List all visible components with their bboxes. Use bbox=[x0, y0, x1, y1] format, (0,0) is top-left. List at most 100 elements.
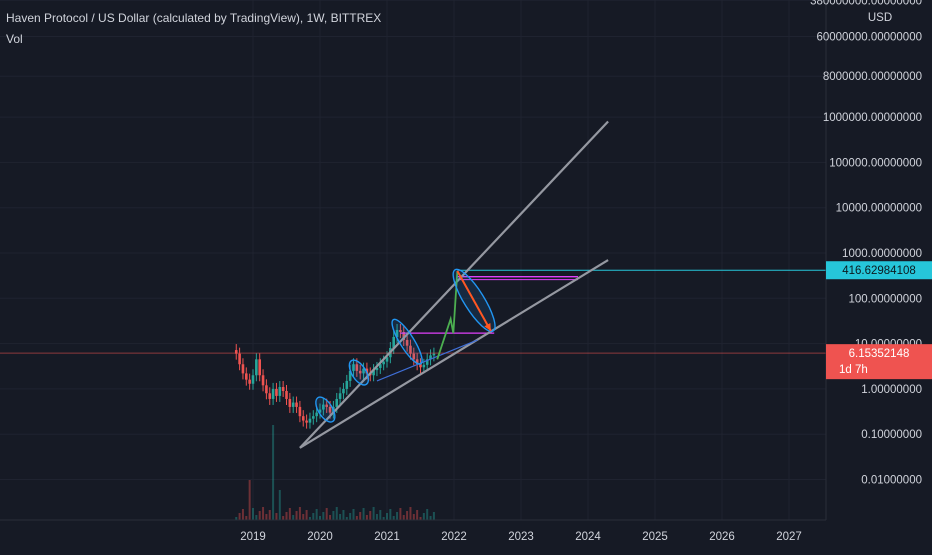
x-tick-label: 2020 bbox=[307, 531, 333, 543]
candle-body bbox=[402, 332, 406, 341]
volume-bar bbox=[295, 511, 298, 520]
candle-body bbox=[429, 355, 432, 360]
volume-bar bbox=[392, 516, 395, 520]
candle-body bbox=[375, 367, 379, 371]
volume-bar bbox=[268, 510, 271, 520]
candle-body bbox=[419, 364, 422, 368]
candle-body bbox=[238, 353, 241, 365]
volume-bar bbox=[285, 512, 288, 520]
volume-bar bbox=[245, 516, 248, 520]
volume-bar bbox=[252, 508, 254, 520]
price-marker-countdown: 1d 7h bbox=[839, 364, 868, 376]
volume-bar bbox=[282, 516, 285, 520]
candle-body bbox=[385, 357, 389, 362]
candle-body bbox=[265, 385, 268, 394]
candle-body bbox=[335, 398, 339, 407]
candle-body bbox=[372, 370, 375, 376]
volume-bar bbox=[332, 511, 335, 520]
candle-body bbox=[412, 353, 416, 360]
y-tick-label: 10000.00000000 bbox=[836, 203, 922, 215]
arrow-head bbox=[484, 322, 491, 331]
volume-bar bbox=[402, 515, 405, 520]
candle-body bbox=[255, 359, 258, 376]
volume-bar bbox=[275, 513, 278, 520]
grid bbox=[0, 0, 826, 520]
candle-body bbox=[409, 345, 412, 354]
support-line bbox=[376, 339, 478, 382]
candle-body bbox=[365, 368, 369, 374]
volume-bar bbox=[372, 507, 375, 520]
volume-bar bbox=[386, 513, 388, 520]
candle-body bbox=[248, 379, 251, 384]
candle-body bbox=[345, 380, 349, 389]
volume-bar bbox=[345, 517, 348, 520]
candle-body bbox=[268, 393, 272, 399]
volume-bar bbox=[416, 510, 419, 520]
candle-body bbox=[355, 364, 359, 371]
volume-bar bbox=[419, 517, 422, 520]
volume-bar bbox=[369, 511, 372, 520]
candle-body bbox=[352, 364, 355, 371]
candle-body bbox=[275, 388, 278, 396]
candle-body bbox=[338, 393, 342, 399]
y-tick-label: 0.01000000 bbox=[861, 475, 922, 487]
volume-bar bbox=[379, 510, 382, 520]
y-tick-label: 0.10000000 bbox=[861, 429, 922, 441]
volume-bar bbox=[235, 517, 238, 520]
channel-lower-line bbox=[299, 259, 609, 449]
candle-body bbox=[399, 329, 402, 333]
volume-bar bbox=[298, 507, 301, 520]
volume-bar bbox=[265, 514, 268, 520]
y-tick-label: 1.00000000 bbox=[861, 384, 922, 396]
candle-body bbox=[234, 350, 238, 354]
y-tick-label: 1000.00000000 bbox=[842, 248, 922, 260]
volume-bar bbox=[359, 512, 362, 520]
candle-body bbox=[358, 370, 362, 374]
y-tick-label: 60000000.00000000 bbox=[816, 32, 922, 44]
candle-body bbox=[241, 364, 245, 374]
candle-body bbox=[291, 402, 295, 407]
candle-body bbox=[379, 364, 382, 368]
candle-body bbox=[348, 370, 352, 381]
candle-body bbox=[285, 390, 288, 399]
candle-body bbox=[261, 375, 265, 386]
x-tick-label: 2024 bbox=[575, 531, 601, 543]
chart-title[interactable]: Haven Protocol / US Dollar (calculated b… bbox=[6, 11, 382, 25]
highlight-ellipse bbox=[348, 359, 370, 386]
volume-bar bbox=[409, 507, 412, 520]
y-tick-label: 100.00000000 bbox=[848, 293, 922, 305]
volume-bar bbox=[412, 514, 415, 520]
candle-body bbox=[278, 387, 282, 396]
candle-body bbox=[322, 404, 325, 410]
candle-body bbox=[395, 329, 399, 337]
candle-body bbox=[308, 418, 312, 423]
x-tick-label: 2026 bbox=[709, 531, 735, 543]
volume-bar bbox=[288, 508, 291, 520]
volume-bar bbox=[312, 513, 315, 520]
x-tick-label: 2025 bbox=[642, 531, 668, 543]
projection-path bbox=[436, 270, 459, 360]
volume-bar bbox=[429, 516, 432, 520]
volume-bar bbox=[258, 511, 261, 520]
volume-bar bbox=[255, 515, 258, 520]
candle-body bbox=[325, 404, 328, 407]
volume-bar bbox=[362, 508, 365, 520]
x-tick-label: 2022 bbox=[441, 531, 467, 543]
candle-body bbox=[382, 361, 385, 365]
volume-bar bbox=[315, 509, 318, 520]
volume-label[interactable]: Vol bbox=[6, 32, 23, 46]
price-marker-high bbox=[826, 261, 932, 280]
candle-body bbox=[415, 359, 419, 365]
volume-bar bbox=[382, 517, 385, 520]
price-marker-current bbox=[826, 344, 932, 380]
candle-body bbox=[342, 388, 345, 394]
volume-bar bbox=[365, 515, 368, 520]
volume-bars bbox=[235, 425, 435, 520]
channel-upper-line bbox=[299, 120, 609, 449]
candle-body bbox=[315, 412, 318, 417]
candle-body bbox=[245, 373, 248, 380]
volume-bar bbox=[305, 510, 308, 520]
volume-bar bbox=[352, 509, 355, 520]
